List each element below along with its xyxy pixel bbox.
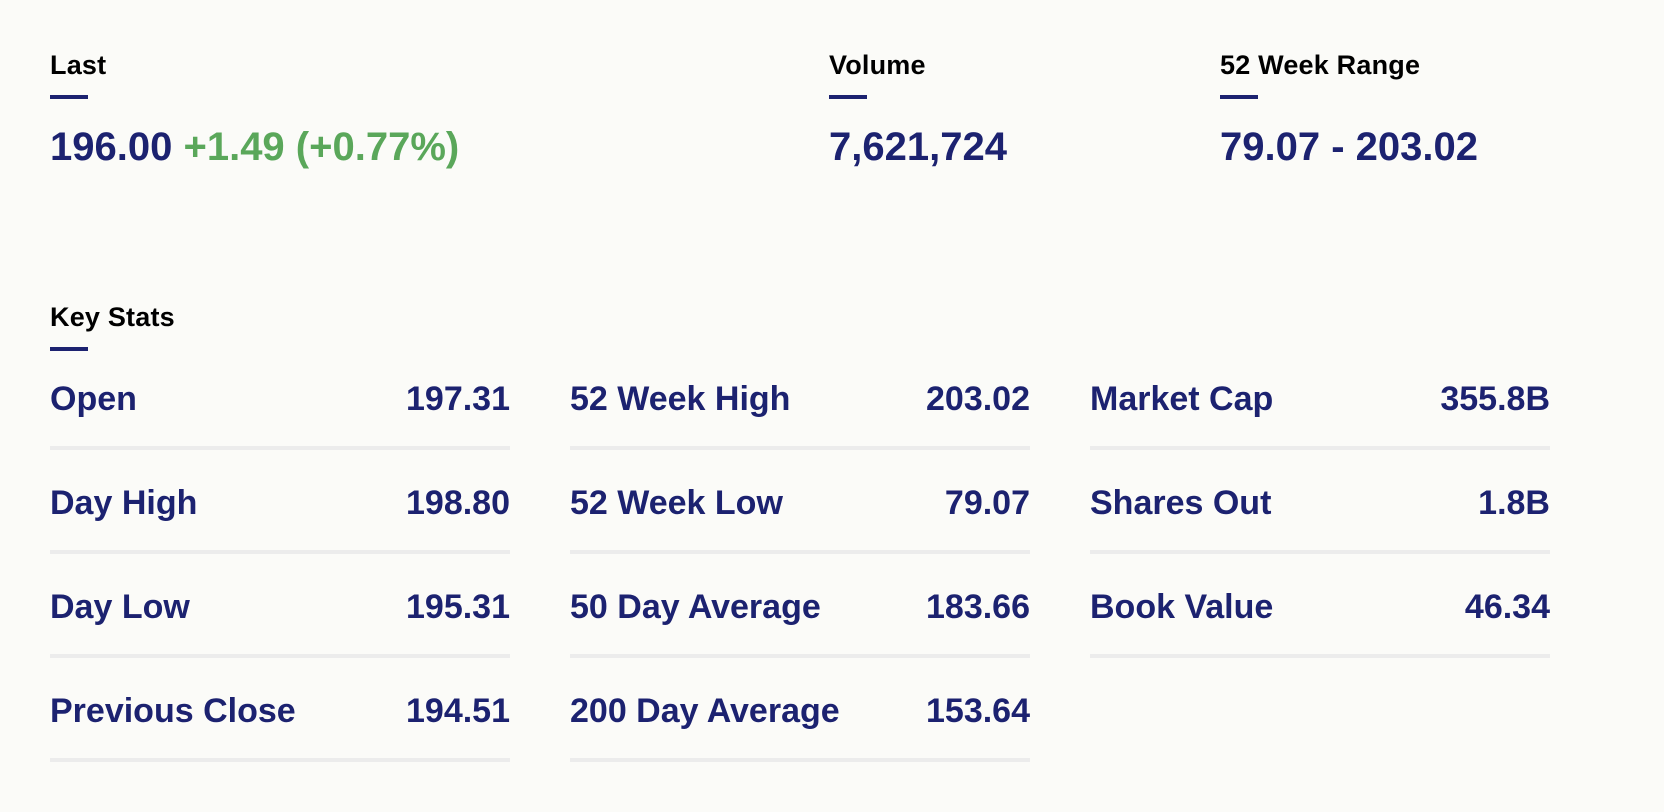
stat-value: 355.8B xyxy=(1440,380,1550,418)
row-divider xyxy=(50,446,510,450)
volume-value: 7,621,724 xyxy=(829,125,1007,169)
row-divider xyxy=(1090,550,1550,554)
stat-label: Day Low xyxy=(50,588,190,626)
stat-row-day-high: Day High 198.80 xyxy=(50,472,510,576)
stat-label: Open xyxy=(50,380,137,418)
last-price-section: Last 196.00 +1.49 (+0.77%) xyxy=(50,52,459,167)
row-divider xyxy=(50,758,510,762)
stat-label: 50 Day Average xyxy=(570,588,821,626)
key-stats-column-1: Open 197.31 Day High 198.80 Day Low 195.… xyxy=(50,368,510,784)
stat-value: 46.34 xyxy=(1464,588,1550,626)
week-range-label: 52 Week Range xyxy=(1220,50,1421,80)
stat-label: 52 Week High xyxy=(570,380,791,418)
stat-label: 52 Week Low xyxy=(570,484,783,522)
stat-value: 183.66 xyxy=(926,588,1030,626)
row-divider xyxy=(50,550,510,554)
row-divider xyxy=(1090,446,1550,450)
key-stats-column-3: Market Cap 355.8B Shares Out 1.8B Book V… xyxy=(1090,368,1550,680)
key-stats-heading: Key Stats xyxy=(50,304,175,351)
stat-row-50-day-average: 50 Day Average 183.66 xyxy=(570,576,1030,680)
stat-label: 200 Day Average xyxy=(570,692,840,730)
stat-row-52-week-high: 52 Week High 203.02 xyxy=(570,368,1030,472)
stat-row-shares-out: Shares Out 1.8B xyxy=(1090,472,1550,576)
stat-row-book-value: Book Value 46.34 xyxy=(1090,576,1550,680)
stat-row-open: Open 197.31 xyxy=(50,368,510,472)
stat-label: Day High xyxy=(50,484,198,522)
stat-value: 79.07 xyxy=(944,484,1030,522)
stat-value: 1.8B xyxy=(1478,484,1550,522)
last-price-line: 196.00 +1.49 (+0.77%) xyxy=(50,127,459,167)
stat-value: 194.51 xyxy=(406,692,510,730)
stat-label: Market Cap xyxy=(1090,380,1274,418)
key-stats-column-2: 52 Week High 203.02 52 Week Low 79.07 50… xyxy=(570,368,1030,784)
last-underline xyxy=(50,95,88,99)
stat-value: 197.31 xyxy=(406,380,510,418)
stat-row-previous-close: Previous Close 194.51 xyxy=(50,680,510,784)
volume-underline xyxy=(829,95,867,99)
row-divider xyxy=(50,654,510,658)
stat-value: 153.64 xyxy=(926,692,1030,730)
price-change: +1.49 (+0.77%) xyxy=(183,125,460,169)
row-divider xyxy=(570,758,1030,762)
key-stats-title: Key Stats xyxy=(50,302,175,332)
stat-row-52-week-low: 52 Week Low 79.07 xyxy=(570,472,1030,576)
volume-section: Volume 7,621,724 xyxy=(829,52,1007,167)
stat-row-day-low: Day Low 195.31 xyxy=(50,576,510,680)
row-divider xyxy=(570,654,1030,658)
row-divider xyxy=(570,550,1030,554)
week-range-section: 52 Week Range 79.07 - 203.02 xyxy=(1220,52,1478,167)
stat-label: Previous Close xyxy=(50,692,296,730)
stat-row-200-day-average: 200 Day Average 153.64 xyxy=(570,680,1030,784)
last-label: Last xyxy=(50,50,107,80)
week-range-underline xyxy=(1220,95,1258,99)
stat-value: 195.31 xyxy=(406,588,510,626)
key-stats-underline xyxy=(50,347,88,351)
row-divider xyxy=(570,446,1030,450)
stat-row-market-cap: Market Cap 355.8B xyxy=(1090,368,1550,472)
last-price: 196.00 xyxy=(50,125,173,169)
stat-value: 203.02 xyxy=(926,380,1030,418)
stat-label: Shares Out xyxy=(1090,484,1272,522)
week-range-value: 79.07 - 203.02 xyxy=(1220,125,1478,169)
stat-label: Book Value xyxy=(1090,588,1274,626)
volume-label: Volume xyxy=(829,50,926,80)
stat-value: 198.80 xyxy=(406,484,510,522)
row-divider xyxy=(1090,654,1550,658)
